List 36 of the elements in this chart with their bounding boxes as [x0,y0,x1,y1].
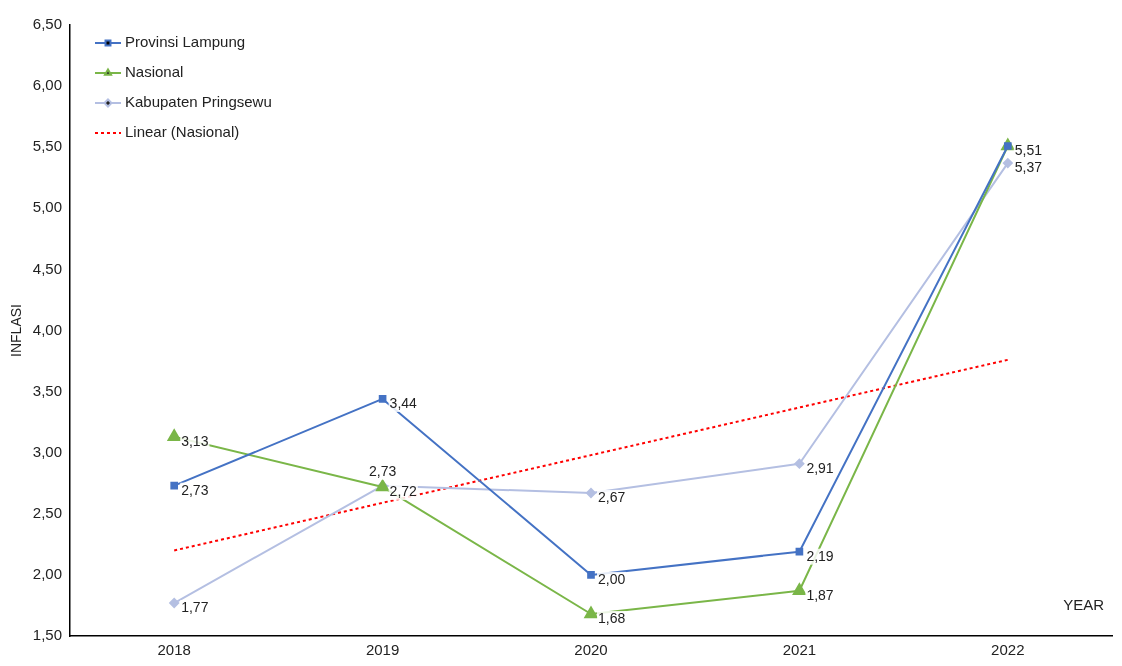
data-label: 2,73 [368,462,397,479]
legend-label: Kabupaten Pringsewu [124,93,272,111]
y-axis-title: INFLASI [8,304,25,357]
data-label: 3,44 [389,394,418,411]
data-label: 2,72 [389,482,418,499]
data-label: 1,87 [806,586,834,603]
data-label: 5,37 [1014,158,1043,175]
x-tick-label: 2022 [991,641,1025,659]
y-tick-label: 6,00 [32,76,62,94]
y-tick-label: 3,50 [32,381,62,399]
data-label: 1,68 [598,609,626,626]
legend-label: Linear (Nasional) [124,123,240,141]
y-tick-label: 5,00 [32,198,62,216]
legend-label: Nasional [124,63,184,81]
x-axis-title: YEAR [1063,596,1105,614]
y-tick-label: 2,00 [32,565,62,583]
x-tick-label: 2020 [574,641,608,659]
data-label: 2,73 [181,481,209,498]
data-label: 5,51 [1014,141,1043,158]
y-tick-label: 4,50 [32,259,62,277]
y-tick-label: 3,00 [32,442,62,460]
y-tick-label: 2,50 [32,503,62,521]
data-label: 2,91 [806,459,834,476]
y-tick-label: 4,00 [32,320,62,338]
y-tick-label: 6,50 [32,15,62,33]
data-label: 2,19 [806,547,834,564]
y-tick-label: 1,50 [32,626,62,644]
y-tick-label: 5,50 [32,137,62,155]
x-tick-label: 2019 [365,641,400,659]
x-tick-label: 2018 [157,641,191,659]
data-label: 3,13 [181,432,209,449]
data-label: 2,67 [598,488,626,505]
data-label: 1,77 [181,598,209,615]
legend-label: Provinsi Lampung [124,33,246,51]
data-label: 2,00 [598,570,626,587]
x-tick-label: 2021 [782,641,817,659]
